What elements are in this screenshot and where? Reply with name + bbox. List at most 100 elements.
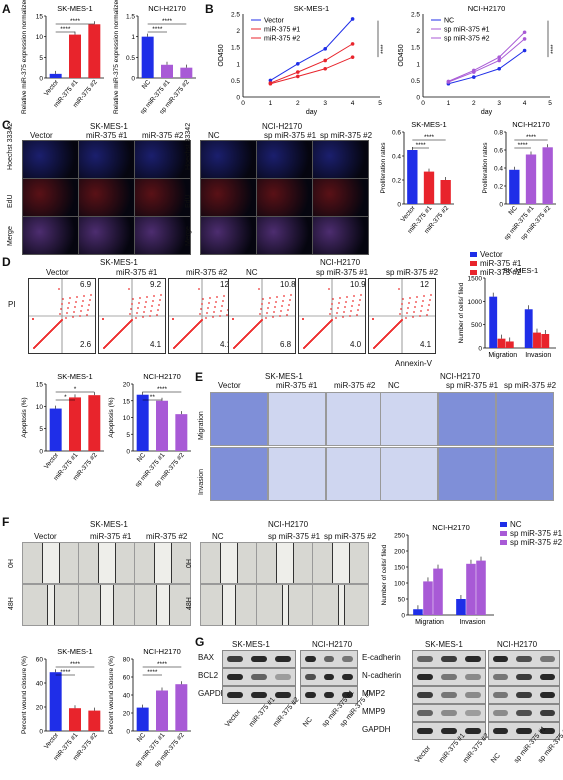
f-wound-image: [22, 542, 79, 584]
c-micro-image: [134, 178, 191, 217]
f-wound-image: [134, 584, 191, 626]
g-band: [493, 710, 509, 716]
bar: [180, 67, 193, 78]
chart-c-nci: NCI-H2170 0 0.2 0.4 0.6 0.8 Proliferation rate…: [482, 120, 556, 242]
series-point: [350, 55, 355, 59]
f-wound-image: [200, 584, 257, 626]
bar: [541, 334, 550, 348]
y-tick-label: 5: [39, 55, 43, 62]
y-tick-label: 0.2: [494, 184, 503, 191]
f-wound-image: [200, 542, 257, 584]
g-row-label-left: BCL2: [198, 671, 219, 680]
y-tick-label: 60: [36, 657, 44, 664]
g-blot-strip: [488, 704, 560, 722]
c-micro-image: [134, 140, 191, 179]
g-band: [465, 692, 481, 698]
bar: [466, 563, 476, 615]
c-col-label: NC: [208, 131, 220, 140]
f-legend-swatch: [500, 540, 507, 545]
f-col-label: sp miR-375 #2: [324, 532, 377, 541]
bar: [509, 169, 520, 204]
c-micro-image: [200, 140, 257, 179]
x-tick-label: 4: [351, 100, 355, 107]
c-micro-image: [312, 216, 369, 255]
bar: [489, 296, 498, 348]
bar: [69, 708, 81, 731]
y-tick-label: 10: [123, 415, 131, 422]
y-tick-label: 2.5: [411, 12, 420, 19]
bar: [533, 332, 541, 348]
bar: [423, 581, 433, 615]
c-micro-image: [200, 216, 257, 255]
g-band: [441, 710, 457, 716]
f-wound-gap: [156, 585, 170, 625]
f-wound-image: [22, 584, 79, 626]
series-line: [448, 50, 525, 85]
x-tick-label: 1: [269, 100, 273, 107]
panel-label-a: A: [2, 2, 11, 16]
f-wound-image: [256, 584, 313, 626]
f-col-label: sp miR-375 #1: [268, 532, 321, 541]
y-axis-label: Number of cells/ filed: [458, 282, 465, 343]
g-title-s1: SK-MES-1: [232, 640, 270, 649]
sig-mark: *: [74, 386, 77, 393]
e-transwell-image: [438, 392, 496, 446]
sig-mark: ****: [152, 26, 163, 33]
g-row-label-right: MMP9: [362, 707, 386, 716]
g-row-label-right: N-cadherin: [362, 671, 402, 680]
series-point: [472, 75, 476, 79]
y-tick-label: 1000: [468, 299, 483, 306]
f-wound-gap: [222, 585, 236, 625]
bar: [161, 64, 173, 78]
g-band: [305, 674, 316, 680]
y-tick-label: 0.6: [392, 130, 401, 137]
c-micro-image: [256, 216, 313, 255]
f-wound-image: [78, 584, 135, 626]
d-quad-lower: 2.6: [80, 340, 92, 349]
chart-title: NCI-H2170: [432, 523, 470, 532]
d-flow-plot: [228, 278, 296, 354]
g-band: [441, 728, 457, 734]
chart-f-counts: NCI-H2170 0 50 100 150 200 250 Number of cells/…: [381, 523, 494, 626]
y-tick-label: 15: [123, 398, 131, 405]
g-band: [493, 674, 509, 680]
c-row-label: Merge: [185, 226, 192, 246]
d-legend-entry: miR-375 #1: [480, 259, 522, 268]
g-blot-strip: [412, 686, 486, 704]
c-row-label: Hoechst 33342: [7, 122, 14, 170]
panel-label-e: E: [195, 370, 204, 384]
c-title-s: SK-MES-1: [90, 122, 128, 131]
bar: [440, 180, 451, 204]
f-wound-gap: [337, 585, 345, 625]
f-wound-gap: [42, 543, 60, 583]
d-legend-swatch: [470, 270, 477, 275]
panel-label-d: D: [2, 255, 11, 269]
y-tick-label: 0: [39, 729, 43, 736]
y-tick-label: 0: [126, 729, 130, 736]
chart-title: NCI-H2170: [512, 120, 550, 129]
e-transwell-image: [268, 447, 326, 501]
e-col-label: sp miR-375 #2: [504, 381, 557, 390]
e-transwell-image: [326, 392, 384, 446]
series-point: [268, 81, 273, 86]
d-legend-entry: Vector: [480, 250, 503, 259]
chart-b-skmes: SK-MES-1 0 0.5 1 1.5 2 2.5 0 1 2 3 4 5 day OD450 Vector…: [218, 4, 387, 116]
c-title-n: NCI-H2170: [262, 122, 303, 131]
e-transwell-image: [268, 392, 326, 446]
d-quad-upper: 10.8: [280, 280, 296, 289]
bar: [505, 341, 514, 348]
f-legend-entry: NC: [510, 520, 522, 529]
y-tick-label: 150: [394, 565, 405, 572]
d-quad-upper: 10.9: [350, 280, 366, 289]
c-col-label: miR-375 #1: [86, 131, 128, 140]
e-transwell-image: [496, 392, 554, 446]
y-tick-label: 20: [36, 705, 44, 712]
f-col-label: NC: [212, 532, 224, 541]
chart-title: NCI-H2170: [143, 647, 181, 656]
g-band: [323, 692, 335, 698]
c-micro-image: [200, 178, 257, 217]
g-blot-strip: [222, 668, 296, 686]
c-micro-image: [256, 140, 313, 179]
y-tick-label: 5: [126, 432, 130, 439]
